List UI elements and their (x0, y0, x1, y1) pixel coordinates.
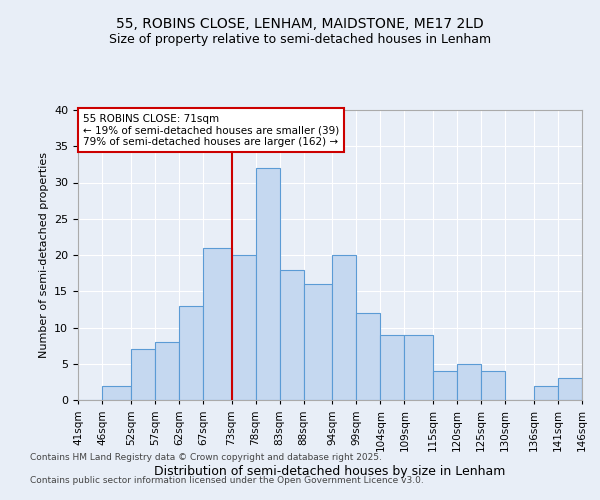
Text: Contains HM Land Registry data © Crown copyright and database right 2025.: Contains HM Land Registry data © Crown c… (30, 454, 382, 462)
Bar (102, 386, 131, 400)
Text: Contains public sector information licensed under the Open Government Licence v3: Contains public sector information licen… (30, 476, 424, 485)
Bar (304, 284, 332, 400)
Bar (332, 255, 356, 400)
Bar (380, 335, 404, 400)
Bar (404, 335, 433, 400)
Bar (155, 342, 179, 400)
Bar (356, 313, 380, 400)
Bar (179, 306, 203, 400)
Bar (481, 371, 505, 400)
Bar (280, 270, 304, 400)
X-axis label: Distribution of semi-detached houses by size in Lenham: Distribution of semi-detached houses by … (154, 465, 506, 478)
Bar (256, 168, 280, 400)
Bar (203, 248, 232, 400)
Text: 55 ROBINS CLOSE: 71sqm
← 19% of semi-detached houses are smaller (39)
79% of sem: 55 ROBINS CLOSE: 71sqm ← 19% of semi-det… (83, 114, 339, 147)
Bar (582, 378, 600, 400)
Text: 55, ROBINS CLOSE, LENHAM, MAIDSTONE, ME17 2LD: 55, ROBINS CLOSE, LENHAM, MAIDSTONE, ME1… (116, 18, 484, 32)
Bar (558, 378, 582, 400)
Y-axis label: Number of semi-detached properties: Number of semi-detached properties (38, 152, 49, 358)
Bar (131, 349, 155, 400)
Bar (433, 371, 457, 400)
Text: Size of property relative to semi-detached houses in Lenham: Size of property relative to semi-detach… (109, 32, 491, 46)
Bar (457, 364, 481, 400)
Bar (232, 255, 256, 400)
Bar (534, 386, 558, 400)
